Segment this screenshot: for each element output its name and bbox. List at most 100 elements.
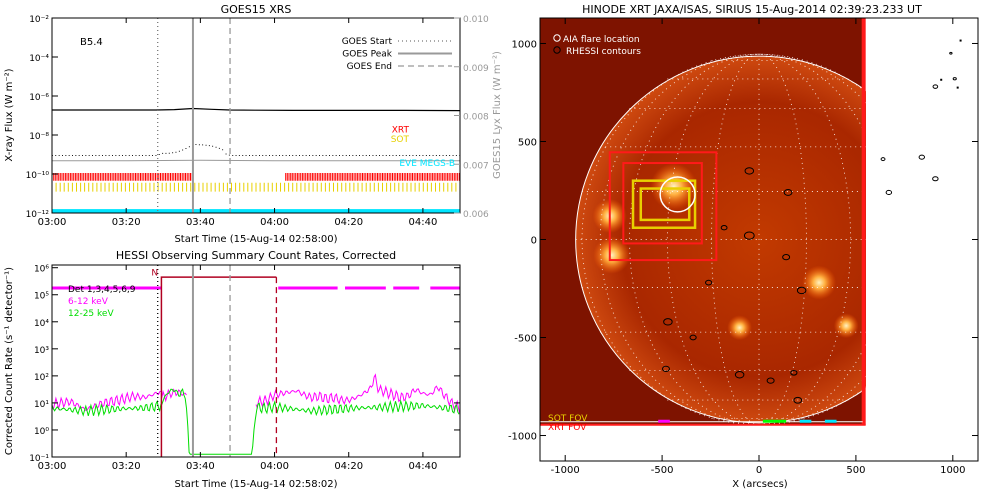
rhessi-contour xyxy=(918,154,926,160)
goes-y2-tick-label: 0.006 xyxy=(463,210,489,220)
hessi-y-tick-label: 10⁴ xyxy=(34,319,49,329)
goes-sot-coverage-ticks xyxy=(52,182,460,192)
xrt-bright-region xyxy=(650,163,697,210)
goes-xrs-panel: GOES15 XRS 03:00 03:20 03:40 04:00 04:20 04:4… xyxy=(4,3,503,245)
goes-x-tick-label: 04:00 xyxy=(260,217,289,228)
hessi-night-label: N xyxy=(151,268,158,278)
xrt-bottom-bar xyxy=(824,419,837,423)
rhessi-contour xyxy=(793,396,803,404)
rhessi-contour xyxy=(932,84,939,89)
goes-x-tick-label: 04:20 xyxy=(334,217,363,228)
rhessi-contour xyxy=(734,371,745,379)
goes-y-tick-label: 10⁻⁴ xyxy=(29,54,49,64)
xrt-y-tick-label: 0 xyxy=(531,236,537,247)
hessi-series-6-12-keV xyxy=(52,390,162,411)
goes-x-axis-label: Start Time (15-Aug-14 02:58:00) xyxy=(174,234,337,245)
goes-y-axis-label: X-ray Flux (W m⁻²) xyxy=(4,68,15,161)
hessi-y-tick-label: 10³ xyxy=(34,346,49,356)
rhessi-contour xyxy=(743,231,755,240)
goes-short-series xyxy=(52,144,460,156)
xrt-image-panel: HINODE XRT JAXA/ISAS, SIRIUS 15-Aug-2014… xyxy=(508,3,979,490)
goes-y2-tick-label: 0.008 xyxy=(463,113,489,123)
goes-x-tick-label: 03:00 xyxy=(38,217,67,228)
legend-rhessi-marker xyxy=(553,46,561,54)
xrt-y-tick-label: -500 xyxy=(514,334,537,345)
xrt-image-title: HINODE XRT JAXA/ISAS, SIRIUS 15-Aug-2014… xyxy=(582,3,922,16)
xrt-x-tick-label: -500 xyxy=(651,465,674,476)
hessi-y-tick-label: 10¹ xyxy=(34,400,49,410)
goes-x-tick-label: 04:40 xyxy=(408,217,437,228)
hessi-legend-label: 12-25 keV xyxy=(68,309,114,319)
goes-eve-coverage-bar xyxy=(52,209,460,213)
goes-y-tick-label: 10⁻¹² xyxy=(26,210,50,220)
goes-class-label: B5.4 xyxy=(80,37,103,48)
hessi-detector-label: Det 1,3,4,5,6,9 xyxy=(68,285,136,295)
sot-fov-box xyxy=(631,179,697,229)
rhessi-contour xyxy=(949,51,953,55)
hessi-x-tick-label: 03:00 xyxy=(38,461,67,472)
rhessi-contour xyxy=(790,369,798,376)
goes-instrument-label: XRT xyxy=(392,126,410,136)
hessi-series-12-25-keV xyxy=(52,399,162,418)
xrt-fov-label: XRT FOV xyxy=(548,423,587,433)
rhessi-contour xyxy=(782,254,791,261)
xrt-x-tick-label: 0 xyxy=(756,465,762,476)
xrt-x-tick-label: 500 xyxy=(846,465,865,476)
goes-lyx-series xyxy=(52,159,460,162)
hessi-plot-frame xyxy=(51,264,461,458)
hessi-y-tick-label: 10⁶ xyxy=(34,265,49,275)
xrt-heliographic-grid xyxy=(575,53,866,426)
rhessi-contour xyxy=(885,189,893,195)
hessi-x-tick-label: 04:20 xyxy=(334,461,363,472)
goes-y-tick-label: 10⁻² xyxy=(29,15,49,25)
rhessi-contour xyxy=(744,167,755,175)
xrt-bright-region xyxy=(727,315,753,341)
goes-xrt-coverage-ticks xyxy=(285,173,460,181)
legend-aia-marker xyxy=(553,34,561,42)
goes-y-tick-label: 10⁻¹⁰ xyxy=(26,171,50,181)
hessi-y-tick-label: 10⁻¹ xyxy=(29,454,49,464)
rhessi-contour xyxy=(932,176,939,182)
hessi-legend-label: 6-12 keV xyxy=(68,297,109,307)
goes-legend-label: GOES Start xyxy=(342,37,393,47)
xrt-limb-circle xyxy=(575,55,866,424)
hessi-chart-title: HESSI Observing Summary Count Rates, Cor… xyxy=(116,249,396,262)
hessi-y-axis-label: Corrected Count Rate (s⁻¹ detector⁻¹) xyxy=(4,267,15,455)
xrt-bright-region xyxy=(802,265,837,300)
goes-instrument-label: EVE MEGS-B xyxy=(399,159,455,169)
goes-y-tick-label: 10⁻⁸ xyxy=(29,132,49,142)
xrt-image-edge xyxy=(861,18,866,425)
goes-y-tick-label: 10⁻⁶ xyxy=(29,93,49,103)
goes-y2-tick-label: 0.010 xyxy=(463,15,489,25)
xrt-x-tick-label: -1000 xyxy=(551,465,580,476)
goes-y2-axis-label: GOES15 Lyx Flux (W m⁻²) xyxy=(492,51,503,179)
xrt-fov-label: SOT FOV xyxy=(548,414,588,424)
rhessi-contour xyxy=(952,77,957,81)
aia-flare-location-circle xyxy=(659,176,696,213)
hessi-series-6-12-keV xyxy=(255,373,460,414)
rhessi-contour xyxy=(661,365,670,372)
goes-y2-tick-label: 0.009 xyxy=(463,64,489,74)
hessi-y-tick-label: 10² xyxy=(34,373,49,383)
rhessi-contour-speck xyxy=(940,78,943,81)
xrt-y-tick-label: 500 xyxy=(518,137,537,148)
xrt-y-tick-label: -1000 xyxy=(508,432,537,443)
goes-instrument-label: SOT xyxy=(391,135,410,145)
xrt-legend-label: AIA flare location xyxy=(563,35,640,45)
rhessi-contour-speck xyxy=(956,86,959,89)
xrt-legend-label: RHESSI contours xyxy=(566,47,641,57)
sot-fov-box xyxy=(639,187,691,222)
goes-x-tick-label: 03:20 xyxy=(112,217,141,228)
xrt-x-axis-label: X (arcsecs) xyxy=(732,479,788,490)
hessi-x-tick-label: 04:40 xyxy=(408,461,437,472)
rhessi-contour-speck xyxy=(959,39,962,42)
xrt-fov-box xyxy=(608,151,718,262)
rhessi-contour xyxy=(705,279,713,286)
goes-xrt-coverage-ticks xyxy=(52,173,193,181)
xrt-y-tick-label: 1000 xyxy=(512,39,537,50)
xrt-bottom-bar xyxy=(658,419,670,423)
hessi-x-tick-label: 03:40 xyxy=(186,461,215,472)
hessi-y-tick-label: 10⁰ xyxy=(34,427,49,437)
hessi-series-6-12-keV xyxy=(161,388,187,403)
